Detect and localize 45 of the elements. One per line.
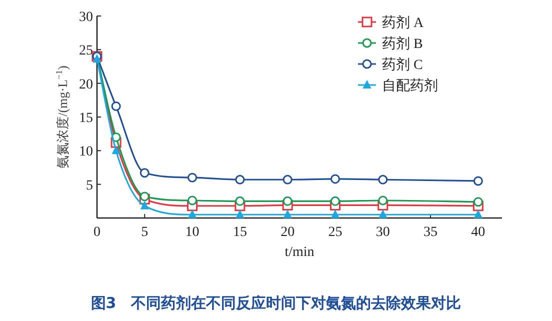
point [474,210,482,218]
point [330,196,340,206]
legend-label: 药剂 B [382,36,423,52]
x-tick-label: 35 [424,225,438,240]
point [140,201,149,210]
point [282,196,292,206]
text: 图3 不同药剂在不同反应时间下对氨氮的去除效果对比 [90,294,462,312]
point [235,196,245,206]
y-tick-label: 10 [79,144,93,160]
x-tick-label: 15 [232,225,247,240]
point [330,174,340,184]
x-tick-label: 0 [94,225,100,240]
point [112,146,120,154]
point [111,101,121,111]
x-tick-label: 25 [328,225,342,240]
y-tick-label: 30 [79,10,93,25]
y-tick-label: 25 [79,44,93,59]
point [331,210,340,218]
point [473,176,483,186]
point [188,172,198,182]
point [188,210,196,218]
y-tick-label: 5 [86,178,93,194]
point [378,210,387,218]
point [188,196,198,206]
x-axis-title: t/min [284,245,314,260]
legend-label: 药剂 A [382,15,424,31]
legend-label: 药剂 C [382,57,423,73]
point [284,210,292,218]
point [473,197,483,207]
x-tick-label: 30 [376,225,390,240]
x-tick-label: 40 [471,225,486,240]
x-tick-label: 20 [280,225,295,240]
point [378,196,388,206]
x-tick-label: 10 [185,225,200,240]
point [378,174,388,184]
point [140,168,150,178]
point [140,192,150,202]
legend-label: 自配药剂 [382,78,438,94]
point [93,54,101,63]
point [235,174,245,184]
x-tick-label: 5 [141,225,148,240]
point [236,210,244,218]
y-tick-label: 15 [79,111,93,126]
y-tick-label: 20 [79,77,93,92]
point [282,174,292,184]
